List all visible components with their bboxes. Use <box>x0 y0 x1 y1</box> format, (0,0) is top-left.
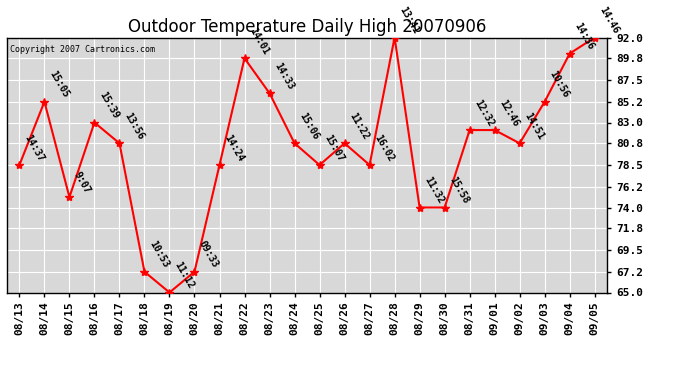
Text: 15:07: 15:07 <box>322 133 346 163</box>
Text: 14:24: 14:24 <box>222 133 246 163</box>
Text: 10:56: 10:56 <box>547 69 571 100</box>
Text: 14:37: 14:37 <box>22 133 46 163</box>
Text: Copyright 2007 Cartronics.com: Copyright 2007 Cartronics.com <box>10 45 155 54</box>
Text: 14:46: 14:46 <box>598 5 620 36</box>
Text: 15:39: 15:39 <box>97 90 120 121</box>
Text: 16:02: 16:02 <box>372 133 395 163</box>
Text: 09:33: 09:33 <box>197 239 220 270</box>
Title: Outdoor Temperature Daily High 20070906: Outdoor Temperature Daily High 20070906 <box>128 18 486 36</box>
Text: 14:33: 14:33 <box>272 61 295 92</box>
Text: 14:36: 14:36 <box>572 21 595 52</box>
Text: 12:32: 12:32 <box>472 98 495 128</box>
Text: 11:32: 11:32 <box>422 175 446 206</box>
Text: 10:53: 10:53 <box>147 239 170 270</box>
Text: 15:05: 15:05 <box>47 69 70 100</box>
Text: 11:12: 11:12 <box>172 260 195 291</box>
Text: 14:01: 14:01 <box>247 26 270 56</box>
Text: 15:58: 15:58 <box>447 175 471 206</box>
Text: 12:46: 12:46 <box>497 98 520 128</box>
Text: 13:56: 13:56 <box>122 111 146 141</box>
Text: 14:51: 14:51 <box>522 111 546 141</box>
Text: 15:06: 15:06 <box>297 111 320 141</box>
Text: 9:07: 9:07 <box>72 170 92 195</box>
Text: 13:41: 13:41 <box>397 5 420 36</box>
Text: 11:22: 11:22 <box>347 111 371 141</box>
